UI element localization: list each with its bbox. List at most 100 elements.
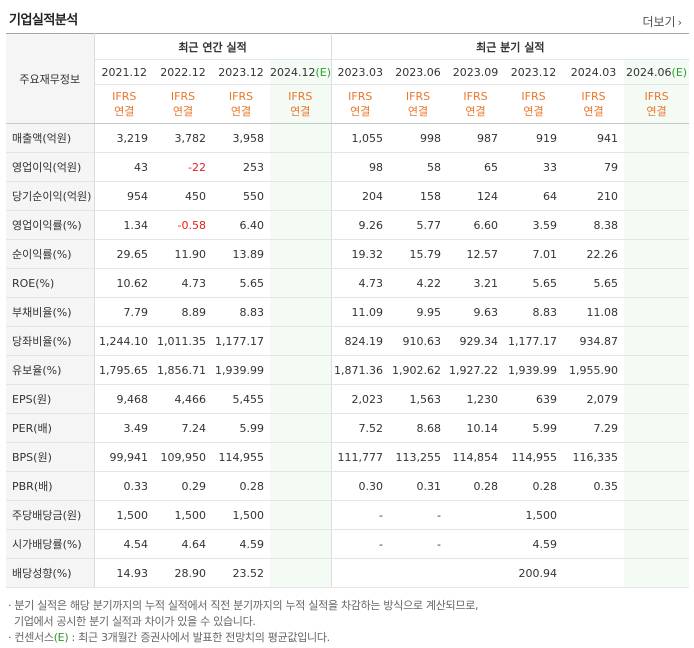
ifrs-header: IFRS 연결 <box>447 84 505 124</box>
table-cell: 5.77 <box>389 210 448 240</box>
table-cell: 111,777 <box>331 442 390 472</box>
row-label: 순이익률(%) <box>6 239 95 269</box>
table-row: 당기순이익(억원) 954 450 550 204 158 124 64 210 <box>6 181 690 211</box>
table-cell: 23.52 <box>212 558 270 588</box>
table-cell: 10.14 <box>447 413 505 443</box>
table-cell: - <box>389 500 448 530</box>
ifrs-header: IFRS 연결 <box>624 84 690 124</box>
table-cell <box>447 529 505 559</box>
table-cell <box>447 500 505 530</box>
period-label: 2023.03 <box>337 65 384 79</box>
table-cell: 1,902.62 <box>389 355 448 385</box>
table-cell <box>624 384 690 414</box>
table-cell <box>270 210 332 240</box>
table-cell: 7.01 <box>504 239 564 269</box>
table-cell: 6.60 <box>447 210 505 240</box>
table-cell: 0.35 <box>563 471 625 501</box>
table-cell: -22 <box>154 152 212 182</box>
table-cell <box>624 210 690 240</box>
period-header: 2023.09 <box>447 59 505 85</box>
row-label: ROE(%) <box>6 268 95 298</box>
table-cell: 1,055 <box>331 123 390 153</box>
table-cell: 2,079 <box>563 384 625 414</box>
consolidated-label: 연결 <box>290 105 311 118</box>
table-cell: 1,927.22 <box>447 355 505 385</box>
ifrs-header: IFRS 연결 <box>154 84 212 124</box>
table-cell: 550 <box>212 181 270 211</box>
more-link[interactable]: 더보기 › <box>642 13 682 30</box>
table-row: PBR(배) 0.33 0.29 0.28 0.30 0.31 0.28 0.28 0.35 <box>6 471 690 501</box>
table-cell: 5.65 <box>212 268 270 298</box>
quarterly-group-header: 최근 분기 실적 <box>331 33 690 60</box>
table-cell: 824.19 <box>331 326 390 356</box>
row-label: 영업이익률(%) <box>6 210 95 240</box>
period-label: 2024.12 <box>270 65 316 79</box>
table-cell: - <box>331 529 390 559</box>
row-label: 당기순이익(억원) <box>6 181 95 211</box>
row-label: 시가배당률(%) <box>6 529 95 559</box>
table-cell <box>270 297 332 327</box>
table-cell <box>624 558 690 588</box>
footnote-3-suffix: : 최근 3개월간 증권사에서 발표한 전망치의 평균값입니다. <box>68 631 331 644</box>
table-cell: 5.65 <box>563 268 625 298</box>
table-cell <box>624 355 690 385</box>
table-cell <box>624 268 690 298</box>
ifrs-header: IFRS 연결 <box>94 84 154 124</box>
table-cell <box>270 123 332 153</box>
period-header: 2023.06 <box>389 59 448 85</box>
table-cell: 253 <box>212 152 270 182</box>
side-header: 주요재무정보 <box>6 33 95 124</box>
table-cell: - <box>389 529 448 559</box>
consolidated-label: 연결 <box>646 105 667 118</box>
table-cell <box>270 471 332 501</box>
ifrs-label: IFRS <box>348 90 373 103</box>
table-row: 영업이익(억원) 43 -22 253 98 58 65 33 79 <box>6 152 690 182</box>
ifrs-header: IFRS 연결 <box>389 84 448 124</box>
table-cell: 114,854 <box>447 442 505 472</box>
period-label: 2023.09 <box>452 65 499 79</box>
table-cell: 9.95 <box>389 297 448 327</box>
table-cell <box>270 500 332 530</box>
table-cell: 64 <box>504 181 564 211</box>
table-cell: 158 <box>389 181 448 211</box>
table-cell: 3.21 <box>447 268 505 298</box>
estimate-mark: (E) <box>315 65 332 79</box>
table-cell: 114,955 <box>504 442 564 472</box>
table-cell: 200.94 <box>504 558 564 588</box>
table-cell: 7.24 <box>154 413 212 443</box>
table-cell <box>270 355 332 385</box>
footnote-3: · 컨센서스(E) : 최근 3개월간 증권사에서 발표한 전망치의 평균값입니… <box>8 630 478 646</box>
table-cell: 13.89 <box>212 239 270 269</box>
table-cell: - <box>331 500 390 530</box>
ifrs-label: IFRS <box>170 90 196 103</box>
table-cell: 8.38 <box>563 210 625 240</box>
table-cell: 0.30 <box>331 471 390 501</box>
consolidated-label: 연결 <box>114 105 135 118</box>
footnote-3-prefix: · 컨센서스 <box>8 631 54 644</box>
table-cell <box>270 442 332 472</box>
table-cell: 116,335 <box>563 442 625 472</box>
consolidated-label: 연결 <box>465 105 486 118</box>
table-cell: 5.99 <box>504 413 564 443</box>
table-cell <box>270 152 332 182</box>
table-cell: 33 <box>504 152 564 182</box>
table-cell: 9.26 <box>331 210 390 240</box>
consolidated-label: 연결 <box>407 105 429 118</box>
table-cell: 3,958 <box>212 123 270 153</box>
table-cell: 0.31 <box>389 471 448 501</box>
table-cell: 6.40 <box>212 210 270 240</box>
row-label: 영업이익(억원) <box>6 152 95 182</box>
table-cell: 1,939.99 <box>504 355 564 385</box>
table-cell: 1,011.35 <box>154 326 212 356</box>
table-cell: 4.22 <box>389 268 448 298</box>
table-cell: 113,255 <box>389 442 448 472</box>
table-cell: 14.93 <box>94 558 154 588</box>
footnote-2: 기업에서 공시한 분기 실적과 차이가 있을 수 있습니다. <box>14 615 256 628</box>
table-cell <box>563 558 625 588</box>
table-cell: 5,455 <box>212 384 270 414</box>
period-header: 2023.12 <box>504 59 564 85</box>
table-cell <box>624 413 690 443</box>
row-label: 부채비율(%) <box>6 297 95 327</box>
table-row: PER(배) 3.49 7.24 5.99 7.52 8.68 10.14 5.99 7.29 <box>6 413 690 443</box>
table-cell: 987 <box>447 123 505 153</box>
